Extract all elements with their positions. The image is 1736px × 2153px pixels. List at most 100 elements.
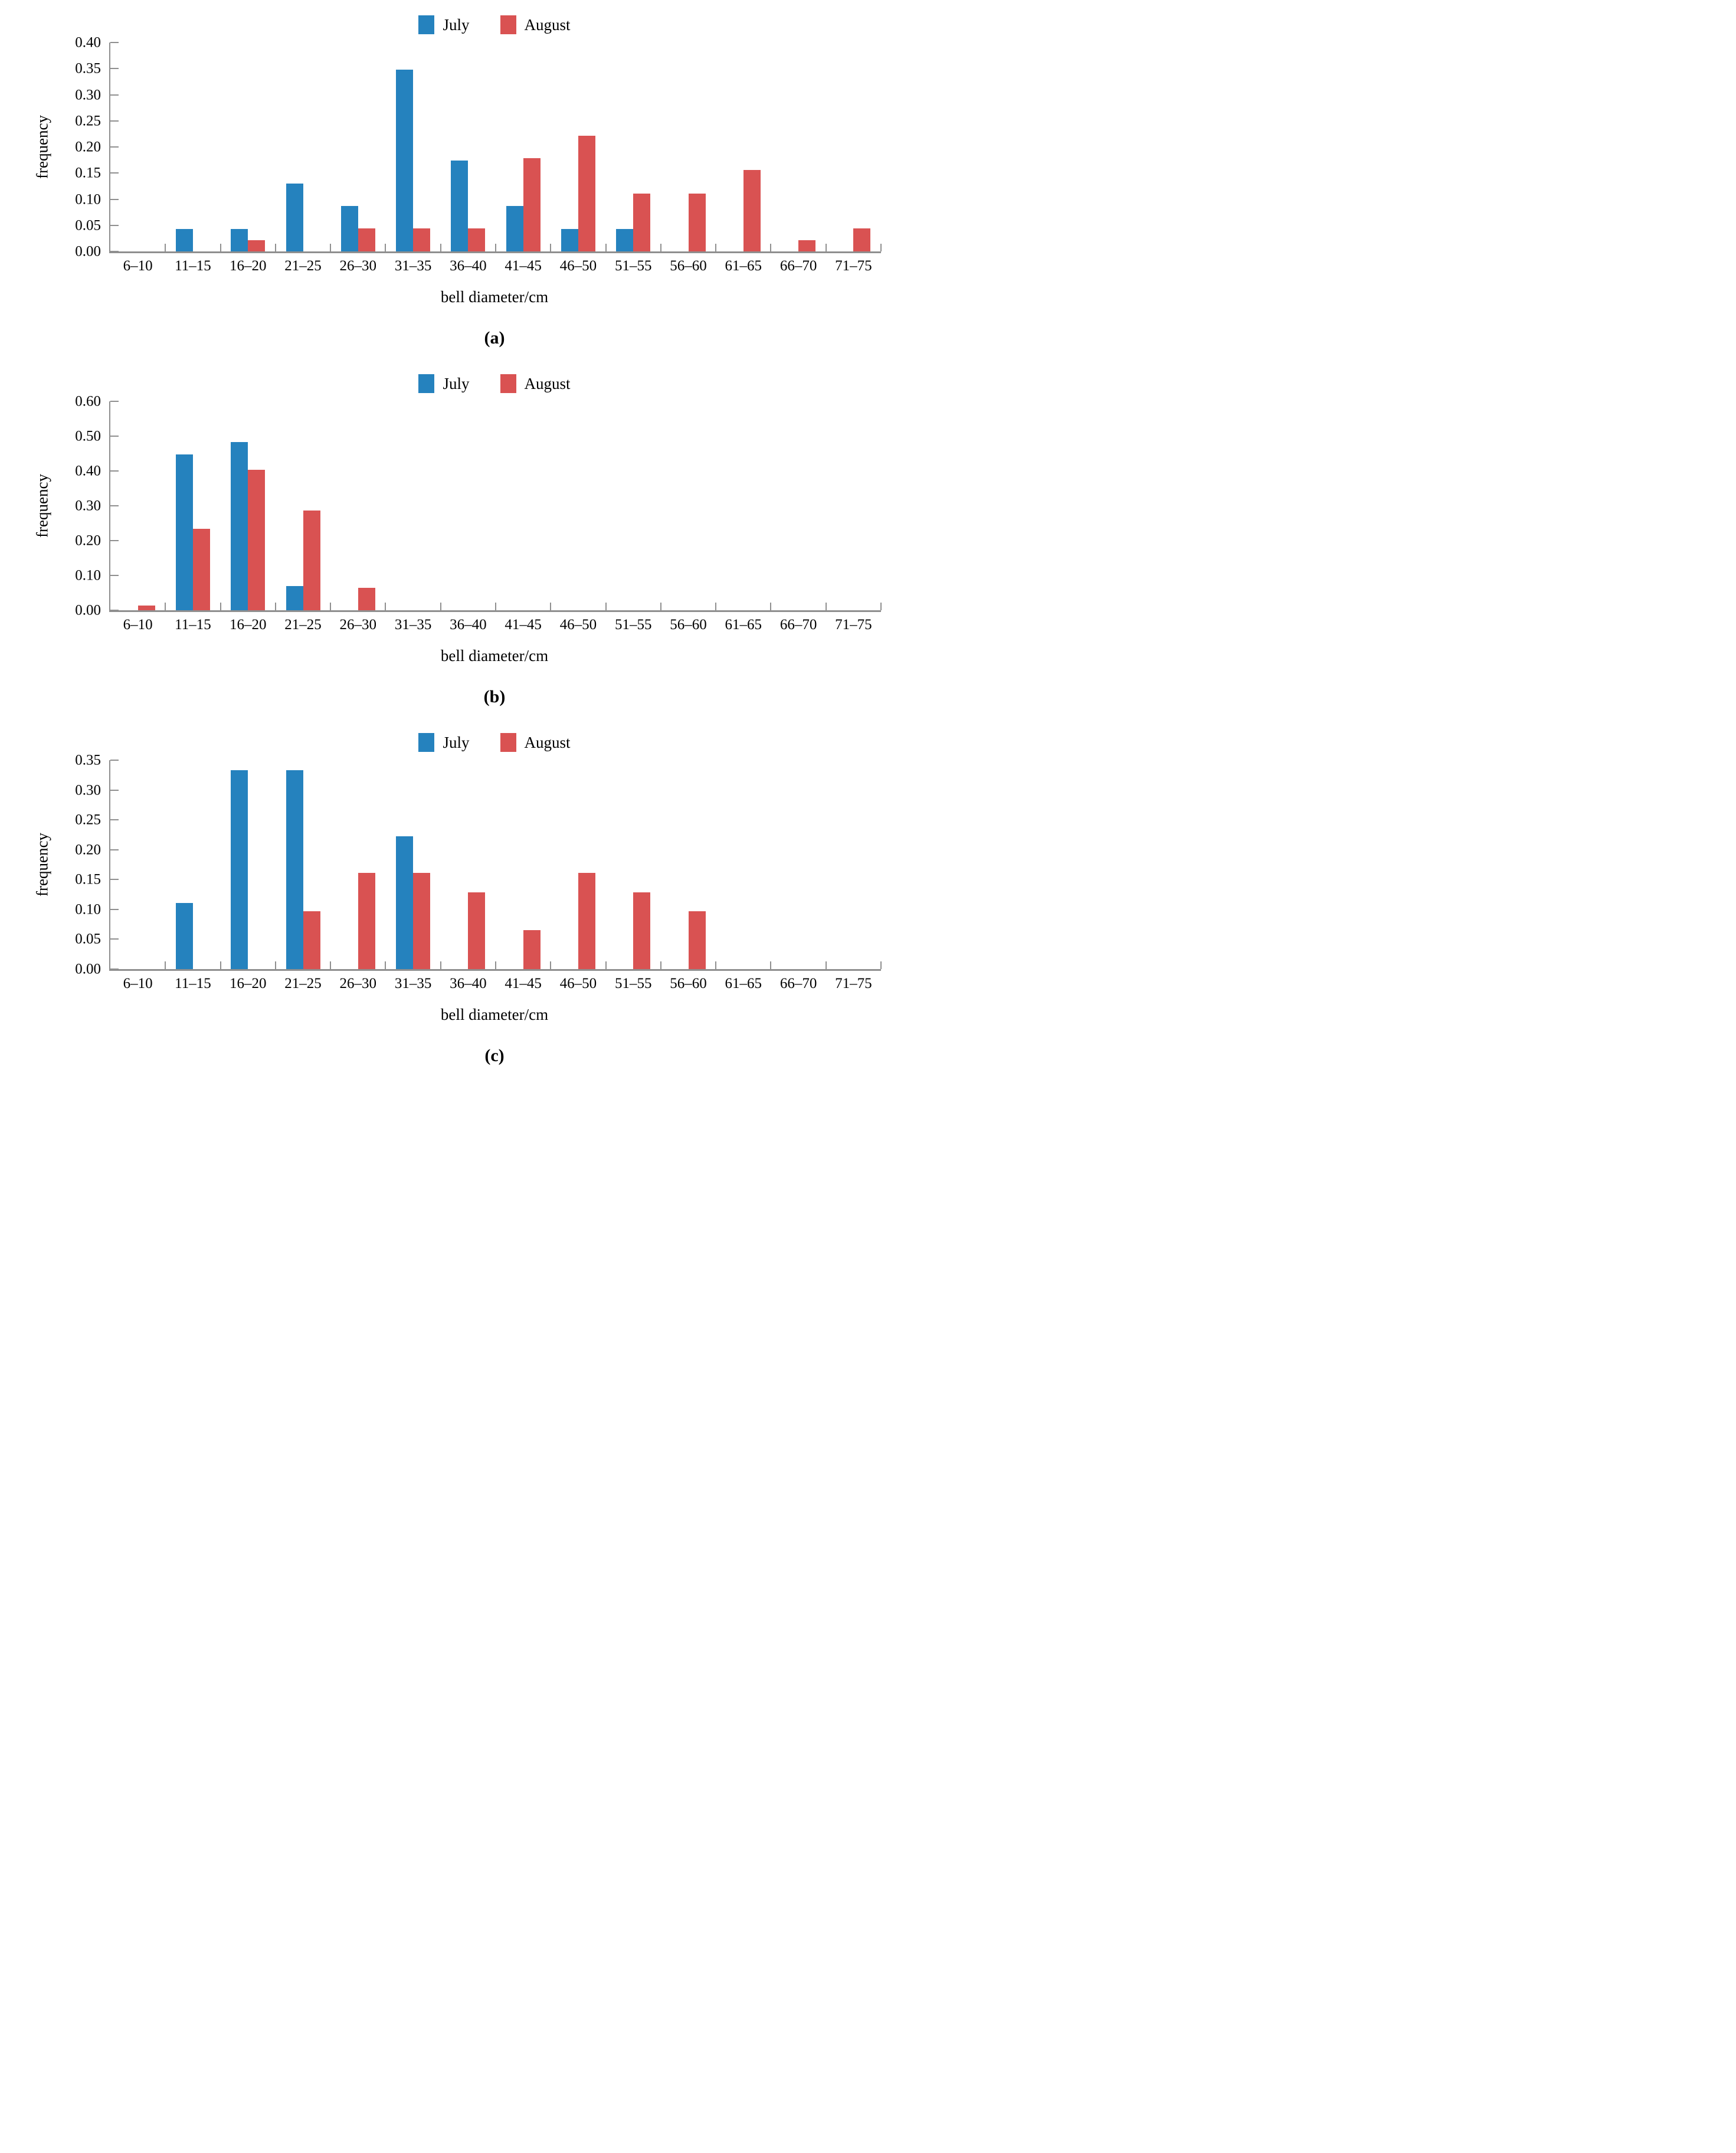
y-tick: [110, 849, 119, 850]
july-legend-label: July: [443, 15, 470, 34]
y-tick: [110, 819, 119, 821]
x-tick: [495, 603, 496, 610]
bar-august-51–55: [633, 193, 651, 251]
x-category-label: 36–40: [450, 617, 487, 633]
figure: July August frequency 0.00 0.05 0.10 0.15 0.…: [0, 0, 882, 1076]
y-tick: [110, 938, 119, 940]
y-tick-label: 0.00: [75, 602, 101, 619]
y-tick-label: 0.60: [75, 393, 101, 410]
y-tick-label: 0.00: [75, 961, 101, 977]
bar-july-16–20: [231, 770, 248, 969]
x-tick: [274, 961, 276, 969]
x-category-label: 51–55: [614, 258, 652, 274]
y-tick: [110, 575, 119, 577]
august-legend-swatch: [500, 374, 516, 393]
y-tick: [110, 120, 119, 122]
x-axis-title: bell diameter/cm: [440, 1006, 549, 1023]
x-tick: [605, 961, 607, 969]
x-tick: [495, 244, 496, 251]
x-category-label: 71–75: [835, 976, 872, 992]
y-tick-label: 0.05: [75, 931, 101, 947]
bar-july-21–25: [286, 770, 303, 969]
bar-july-31–35: [396, 70, 414, 251]
y-tick-label: 0.35: [75, 752, 101, 768]
x-category-label: 6–10: [123, 976, 153, 992]
x-category-label: 71–75: [835, 258, 872, 274]
y-tick: [110, 879, 119, 881]
bar-august-26–30: [358, 587, 375, 610]
bar-july-21–25: [286, 586, 303, 610]
bar-august-21–25: [303, 911, 320, 969]
bar-july-36–40: [451, 161, 469, 251]
x-category-label: 46–50: [559, 976, 597, 992]
y-tick: [110, 68, 119, 70]
y-tick: [110, 789, 119, 791]
bar-august-71–75: [853, 228, 871, 251]
x-category-label: 41–45: [505, 976, 542, 992]
legend: July August: [109, 374, 880, 393]
y-tick-label: 0.35: [75, 60, 101, 77]
august-legend-label: August: [524, 733, 571, 751]
plot-area: 0.00 0.10 0.20 0.30 0.40 0.50 0.60 6–10 11–15 16–…: [75, 394, 882, 632]
y-tick-label: 0.10: [75, 567, 101, 584]
x-tick: [330, 961, 332, 969]
y-tick: [110, 760, 119, 761]
bar-august-26–30: [358, 873, 375, 969]
bar-august-16–20: [248, 240, 266, 251]
x-category-label: 56–60: [670, 976, 707, 992]
x-tick: [440, 603, 441, 610]
y-tick: [110, 198, 119, 200]
x-tick: [330, 244, 332, 251]
x-category-label: 61–65: [725, 617, 762, 633]
x-category-label: 41–45: [505, 617, 542, 633]
bar-august-6–10: [137, 606, 155, 610]
bar-august-26–30: [358, 228, 375, 251]
bar-august-41–45: [523, 158, 541, 251]
x-category-label: 26–30: [339, 976, 377, 992]
x-tick: [825, 244, 827, 251]
x-category-label: 16–20: [229, 976, 267, 992]
bar-august-46–50: [578, 873, 595, 969]
y-axis-title: frequency: [33, 474, 51, 538]
panel-label-a: (a): [484, 328, 505, 348]
plot-area: 0.00 0.05 0.10 0.15 0.20 0.25 0.30 0.35 6–10 11–1…: [75, 753, 882, 991]
bar-july-11–15: [175, 902, 193, 969]
x-tick: [880, 961, 882, 969]
x-tick: [715, 244, 717, 251]
x-tick: [770, 603, 772, 610]
x-tick: [385, 961, 386, 969]
bar-july-21–25: [286, 183, 303, 251]
y-tick: [110, 224, 119, 226]
x-category-label: 16–20: [229, 617, 267, 633]
y-tick: [110, 401, 119, 402]
y-tick-label: 0.20: [75, 139, 101, 155]
x-category-label: 26–30: [339, 258, 377, 274]
july-legend-swatch: [418, 374, 435, 393]
x-tick: [770, 961, 772, 969]
july-legend-swatch: [418, 733, 435, 752]
x-tick: [660, 603, 661, 610]
bar-august-36–40: [468, 228, 486, 251]
legend: July August: [109, 15, 880, 34]
bar-august-11–15: [192, 528, 210, 610]
x-tick: [605, 603, 607, 610]
legend: July August: [109, 733, 880, 752]
bar-august-46–50: [578, 135, 595, 251]
x-axis-title: bell diameter/cm: [440, 288, 549, 306]
august-legend-label: August: [524, 15, 571, 34]
y-tick: [110, 610, 119, 611]
x-tick: [385, 244, 386, 251]
bar-august-61–65: [743, 169, 761, 251]
y-tick-label: 0.50: [75, 428, 101, 444]
x-category-label: 11–15: [175, 258, 211, 274]
y-tick-label: 0.05: [75, 217, 101, 234]
x-tick: [880, 244, 882, 251]
x-category-label: 11–15: [175, 976, 211, 992]
july-legend-label: July: [443, 733, 470, 751]
x-category-label: 46–50: [559, 617, 597, 633]
bar-july-31–35: [396, 836, 414, 969]
july-legend-label: July: [443, 374, 470, 392]
x-category-label: 51–55: [614, 976, 652, 992]
y-tick-label: 0.30: [75, 782, 101, 799]
x-axis-title: bell diameter/cm: [440, 647, 549, 665]
